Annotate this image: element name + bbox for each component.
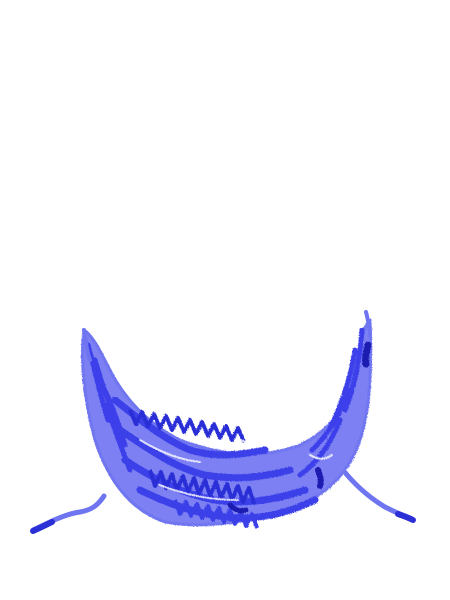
hammock-body [80,318,373,529]
right-rope [340,467,416,523]
hammock-tips [82,310,372,362]
left-rope [30,493,107,534]
